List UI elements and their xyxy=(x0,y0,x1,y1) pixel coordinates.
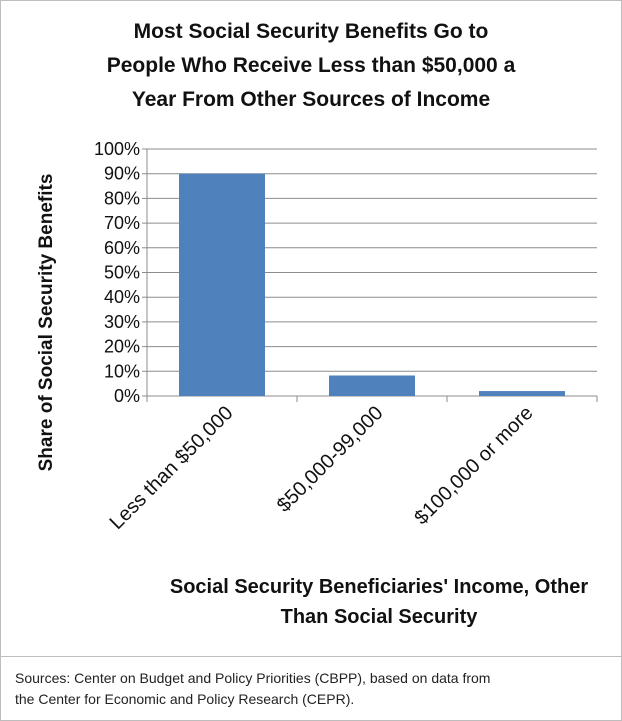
x-tick-label: Less than $50,000 xyxy=(106,402,238,534)
sources-note: Sources: Center on Budget and Policy Pri… xyxy=(15,668,605,710)
y-tick-label: 50% xyxy=(104,263,140,283)
y-tick-label: 70% xyxy=(104,213,140,233)
chart-title-line: Year From Other Sources of Income xyxy=(131,88,491,111)
bar xyxy=(479,391,565,396)
y-tick-label: 40% xyxy=(104,287,140,307)
sources-divider xyxy=(1,656,621,657)
y-tick-label: 100% xyxy=(94,139,140,159)
x-tick-label: $100,000 or more xyxy=(410,402,537,529)
bar xyxy=(179,173,265,396)
y-axis-title: Share of Social Security Benefits xyxy=(36,174,57,472)
x-axis-title-line: Than Social Security xyxy=(281,606,479,628)
chart-title: Most Social Security Benefits Go to Peop… xyxy=(21,15,601,117)
y-tick-label: 30% xyxy=(104,312,140,332)
chart-title-line: People Who Receive Less than $50,000 a xyxy=(106,54,516,77)
bar xyxy=(329,375,415,396)
x-tick-label: $50,000-99,000 xyxy=(273,402,388,517)
y-tick-label: 60% xyxy=(104,238,140,258)
y-tick-label: 10% xyxy=(104,361,140,381)
bar-chart: 0% 10% 20% 30% 40% 50% 60% 70% 80% 90% 100% Less th… xyxy=(36,139,598,628)
chart-title-line: Most Social Security Benefits Go to xyxy=(133,20,489,43)
sources-line: the Center for Economic and Policy Resea… xyxy=(15,691,355,707)
y-tick-label: 20% xyxy=(104,337,140,357)
y-tick-label: 0% xyxy=(114,386,140,406)
x-axis-title-line: Social Security Beneficiaries' Income, O… xyxy=(170,576,588,598)
y-tick-label: 90% xyxy=(104,164,140,184)
sources-line: Sources: Center on Budget and Policy Pri… xyxy=(15,670,491,686)
y-tick-label: 80% xyxy=(104,188,140,208)
